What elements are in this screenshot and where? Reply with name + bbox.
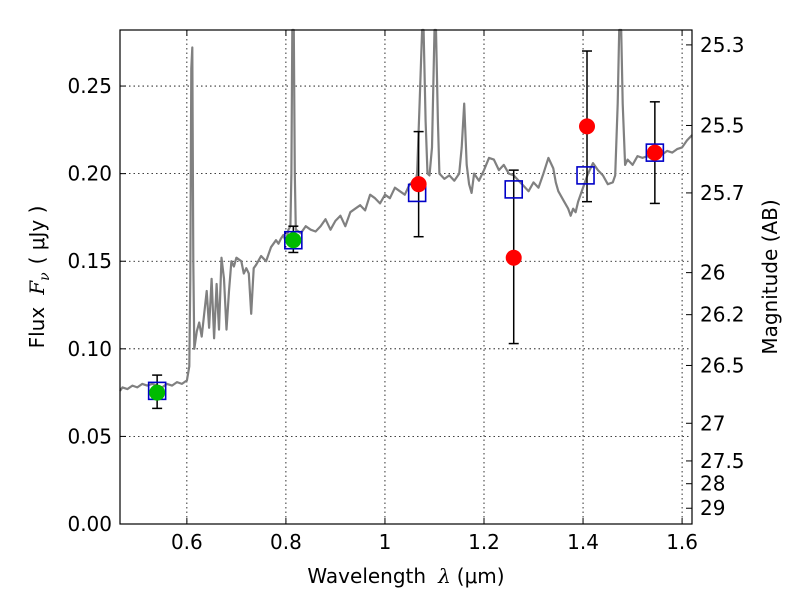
y2-axis-label: Magnitude (AB)	[758, 199, 782, 354]
model-box-series	[147, 143, 665, 401]
y2-tick-label: 25.7	[700, 181, 745, 205]
y2-tick-label: 28	[700, 472, 725, 496]
y2-tick-label: 29	[700, 496, 725, 520]
y-axis-label-symbol: F	[25, 280, 49, 296]
y-tick-label: 0.05	[67, 424, 112, 448]
x-axis-label-prefix: Wavelength	[307, 564, 426, 588]
y-tick-label: 0.25	[67, 74, 112, 98]
x-tick-label: 1	[379, 530, 392, 554]
observed-point-series	[149, 118, 663, 401]
model-box-marker	[645, 143, 665, 162]
y-tick-label: 0.10	[67, 337, 112, 361]
y-tick-label: 0.15	[67, 249, 112, 273]
y-axis-label: Flux Fν ( μJy )	[25, 206, 53, 349]
x-axis-ticks: 0.6 0.8 1 1.2 1.4 1.6	[171, 30, 698, 554]
x-axis-label-unit: (μm)	[457, 564, 505, 588]
model-box-marker	[504, 180, 524, 199]
y-axis-label-subscript: ν	[37, 272, 53, 281]
spectrum-line	[119, 28, 693, 392]
error-bars	[152, 50, 660, 410]
green-data-point	[285, 232, 302, 249]
y2-tick-label: 26.5	[700, 353, 745, 377]
y2-tick-label: 25.5	[700, 113, 745, 137]
spectrum-series	[119, 28, 693, 392]
x-tick-label: 1.4	[567, 530, 599, 554]
plot-frame	[119, 29, 693, 525]
y2-tick-label: 26	[700, 261, 725, 285]
y-tick-label: 0.20	[67, 162, 112, 186]
model-box-marker	[576, 166, 595, 185]
red-data-point	[579, 118, 596, 135]
red-data-point	[410, 176, 427, 193]
y2-tick-label: 25.3	[700, 33, 745, 57]
x-axis-label: Wavelength λ (μm)	[307, 564, 504, 588]
y-axis-ticks: 0.00 0.05 0.10 0.15 0.20 0.25	[67, 74, 126, 536]
grid-lines	[120, 30, 692, 525]
red-data-point	[505, 249, 522, 266]
green-data-point	[149, 384, 166, 401]
x-tick-label: 1.6	[666, 530, 698, 554]
y-axis-label-unit: ( μJy )	[25, 206, 49, 265]
y2-tick-label: 27	[700, 411, 725, 435]
x-axis-label-symbol: λ	[437, 564, 451, 588]
x-tick-label: 0.6	[171, 530, 203, 554]
y2-tick-label: 26.2	[700, 303, 745, 327]
y-axis-label-prefix: Flux	[25, 307, 49, 349]
x-tick-label: 0.8	[270, 530, 302, 554]
red-data-point	[646, 144, 663, 161]
x-tick-label: 1.2	[468, 530, 500, 554]
y-tick-label: 0.00	[67, 512, 112, 536]
model-box-marker	[284, 230, 303, 250]
y2-tick-label: 27.5	[700, 449, 745, 473]
